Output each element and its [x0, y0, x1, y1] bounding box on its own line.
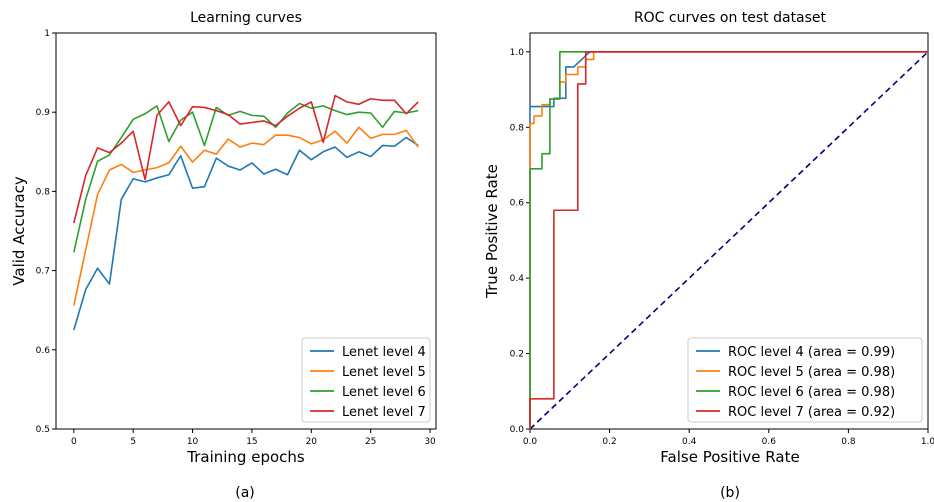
x-tick-label: 1.0	[921, 437, 934, 447]
legend-label: Lenet level 7	[342, 405, 426, 420]
axis-ticks: 0.0 0.2 0.4 0.6 0.8 1.0 0.0 0.2 0.4 0.6 0.8 1.0	[510, 48, 934, 447]
legend-label: ROC level 5 (area = 0.98)	[728, 365, 895, 380]
series-lines	[529, 51, 929, 430]
panel-caption: (a)	[235, 485, 255, 501]
roc-curves-panel: ROC curves on test dataset 0.0 0.2 0.4 0.6 0…	[483, 10, 934, 501]
y-tick-label: 0.9	[36, 108, 51, 118]
series-line-1	[73, 136, 419, 331]
series-lines	[73, 94, 419, 331]
x-tick-label: 30	[424, 437, 436, 447]
y-tick-label: 0.0	[510, 425, 525, 435]
series-line-4	[529, 51, 928, 429]
y-tick-label: 0.8	[36, 187, 51, 197]
legend-frame	[301, 337, 431, 423]
x-tick-label: 5	[130, 437, 136, 447]
y-axis-label: True Positive Rate	[483, 164, 501, 299]
x-tick-label: 10	[187, 437, 199, 447]
axis-ticks: 0 5 10 15 20 25 30 0.5 0.6 0.7 0.8 0.9 1	[36, 29, 436, 447]
panel-caption: (b)	[720, 485, 740, 501]
y-tick-label: 0.6	[36, 346, 51, 356]
series-line-3	[73, 102, 419, 253]
chart-title: ROC curves on test dataset	[634, 10, 827, 26]
x-tick-label: 0.0	[523, 437, 538, 447]
x-tick-label: 0.8	[841, 437, 856, 447]
plot-area-frame	[55, 32, 437, 430]
y-tick-label: 0.7	[36, 267, 50, 277]
series-line-2	[73, 126, 419, 306]
x-tick-label: 0.4	[682, 437, 697, 447]
x-tick-label: 15	[246, 437, 257, 447]
x-tick-label: 20	[306, 437, 318, 447]
y-tick-label: 0.6	[510, 199, 525, 209]
series-line-4	[73, 94, 419, 224]
y-tick-label: 0.8	[510, 123, 525, 133]
x-axis-label: False Positive Rate	[660, 448, 799, 466]
legend-label: ROC level 6 (area = 0.98)	[728, 385, 895, 400]
x-tick-label: 0.2	[602, 437, 616, 447]
x-axis-label: Training epochs	[186, 448, 305, 466]
y-tick-label: 0.4	[510, 274, 525, 284]
y-tick-label: 1.0	[510, 48, 525, 58]
legend-label: Lenet level 4	[342, 345, 426, 360]
y-tick-label: 1	[44, 29, 50, 39]
y-tick-label: 0.2	[510, 350, 524, 360]
x-tick-label: 0	[71, 437, 77, 447]
chance-diagonal-line	[529, 51, 929, 430]
legend-label: ROC level 7 (area = 0.92)	[728, 405, 895, 420]
learning-curves-panel: Learning curves 0 5 10 15 20 25 30 0.5 0.6 0.7 0.8…	[10, 10, 437, 501]
legend-label: Lenet level 5	[342, 365, 426, 380]
legend-label: ROC level 4 (area = 0.99)	[728, 345, 895, 360]
legend: Lenet level 4 Lenet level 5 Lenet level 6 L…	[301, 337, 431, 423]
series-line-3	[529, 51, 928, 429]
legend-frame	[687, 337, 923, 423]
x-tick-label: 0.6	[762, 437, 777, 447]
y-axis-label: Valid Accuracy	[10, 176, 28, 286]
series-line-1	[529, 51, 928, 429]
legend-label: Lenet level 6	[342, 385, 426, 400]
legend: ROC level 4 (area = 0.99) ROC level 5 (ar…	[687, 337, 923, 423]
x-tick-label: 25	[365, 437, 376, 447]
chart-title: Learning curves	[190, 10, 302, 26]
y-tick-label: 0.5	[36, 425, 50, 435]
